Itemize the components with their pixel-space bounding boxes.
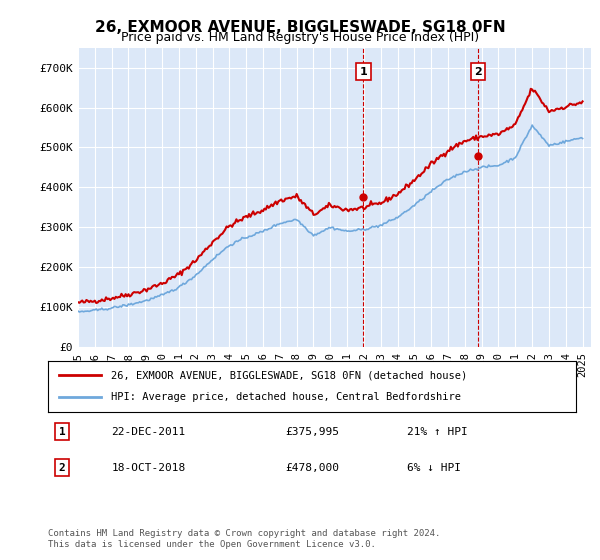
Text: Price paid vs. HM Land Registry's House Price Index (HPI): Price paid vs. HM Land Registry's House … (121, 31, 479, 44)
Text: Contains HM Land Registry data © Crown copyright and database right 2024.
This d: Contains HM Land Registry data © Crown c… (48, 529, 440, 549)
Text: 22-DEC-2011: 22-DEC-2011 (112, 427, 185, 437)
Text: £375,995: £375,995 (286, 427, 340, 437)
Text: 1: 1 (359, 67, 367, 77)
Text: 18-OCT-2018: 18-OCT-2018 (112, 463, 185, 473)
Text: 21% ↑ HPI: 21% ↑ HPI (407, 427, 468, 437)
Text: 26, EXMOOR AVENUE, BIGGLESWADE, SG18 0FN: 26, EXMOOR AVENUE, BIGGLESWADE, SG18 0FN (95, 20, 505, 35)
Text: 2: 2 (474, 67, 482, 77)
Text: £478,000: £478,000 (286, 463, 340, 473)
Text: 6% ↓ HPI: 6% ↓ HPI (407, 463, 461, 473)
Text: 1: 1 (59, 427, 65, 437)
Text: HPI: Average price, detached house, Central Bedfordshire: HPI: Average price, detached house, Cent… (112, 393, 461, 403)
Text: 26, EXMOOR AVENUE, BIGGLESWADE, SG18 0FN (detached house): 26, EXMOOR AVENUE, BIGGLESWADE, SG18 0FN… (112, 370, 467, 380)
Text: 2: 2 (59, 463, 65, 473)
